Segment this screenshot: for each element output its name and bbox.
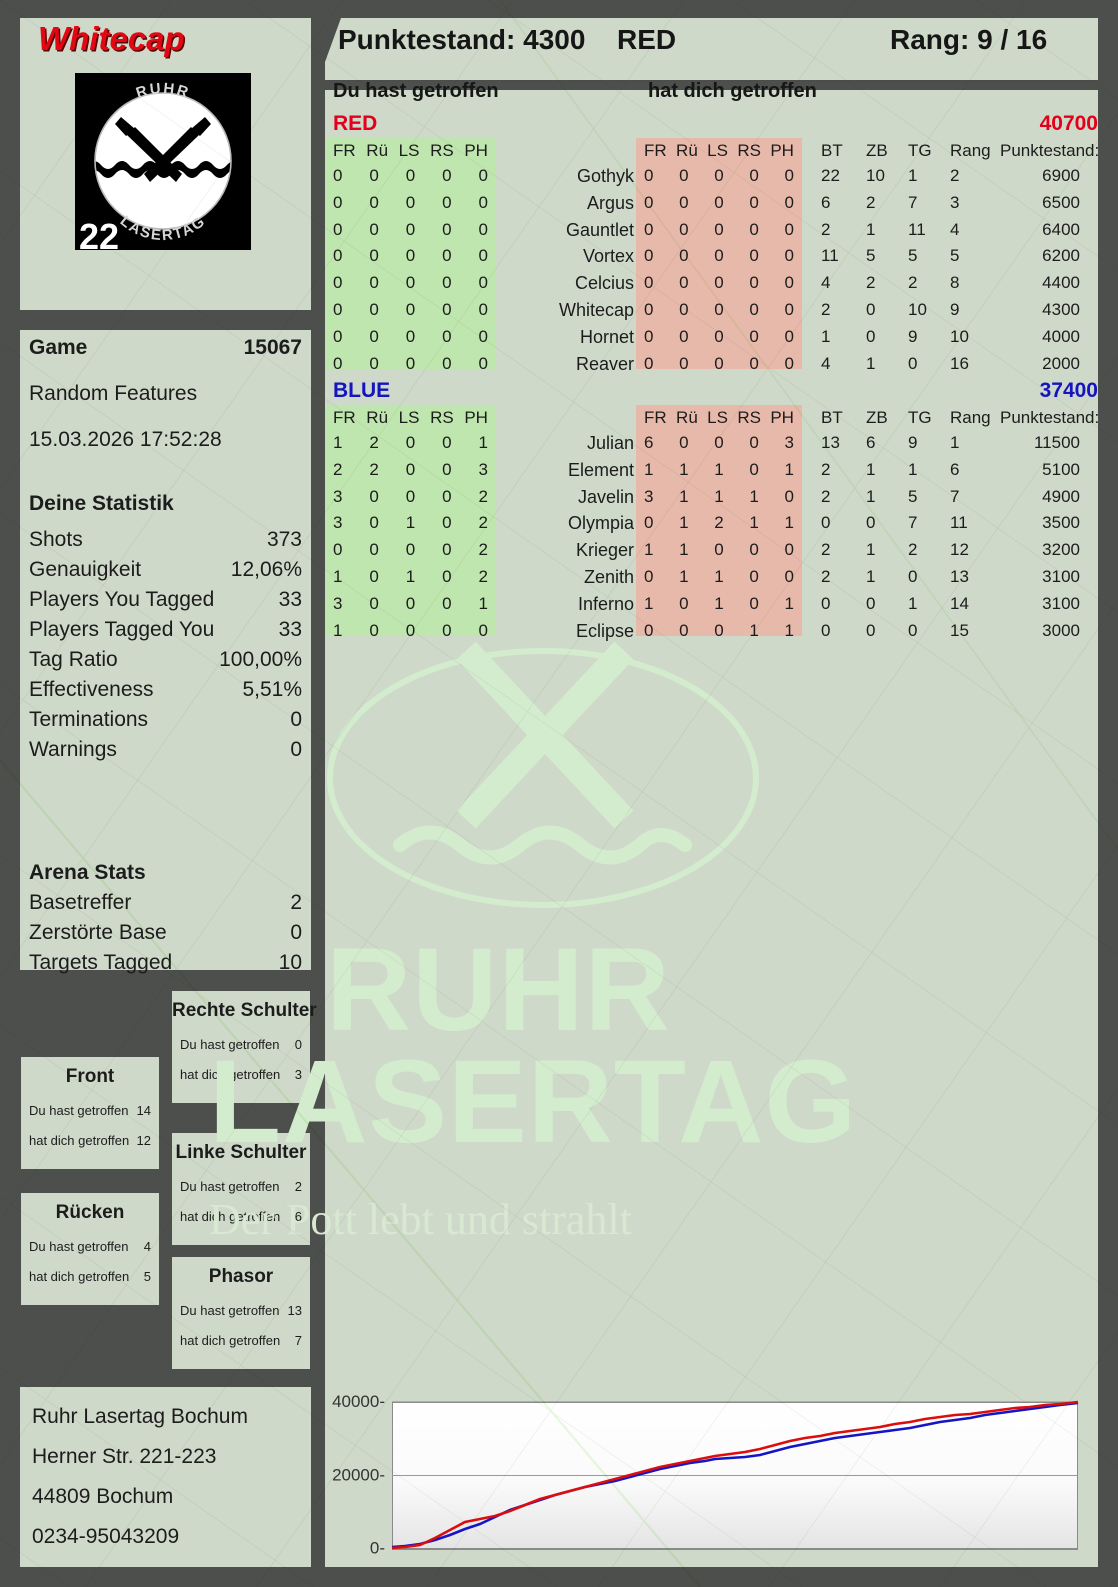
svg-text:22: 22 <box>79 216 119 250</box>
svg-text:20000-: 20000- <box>332 1466 385 1485</box>
svg-text:40000-: 40000- <box>332 1392 385 1411</box>
svg-text:0-: 0- <box>370 1539 385 1558</box>
